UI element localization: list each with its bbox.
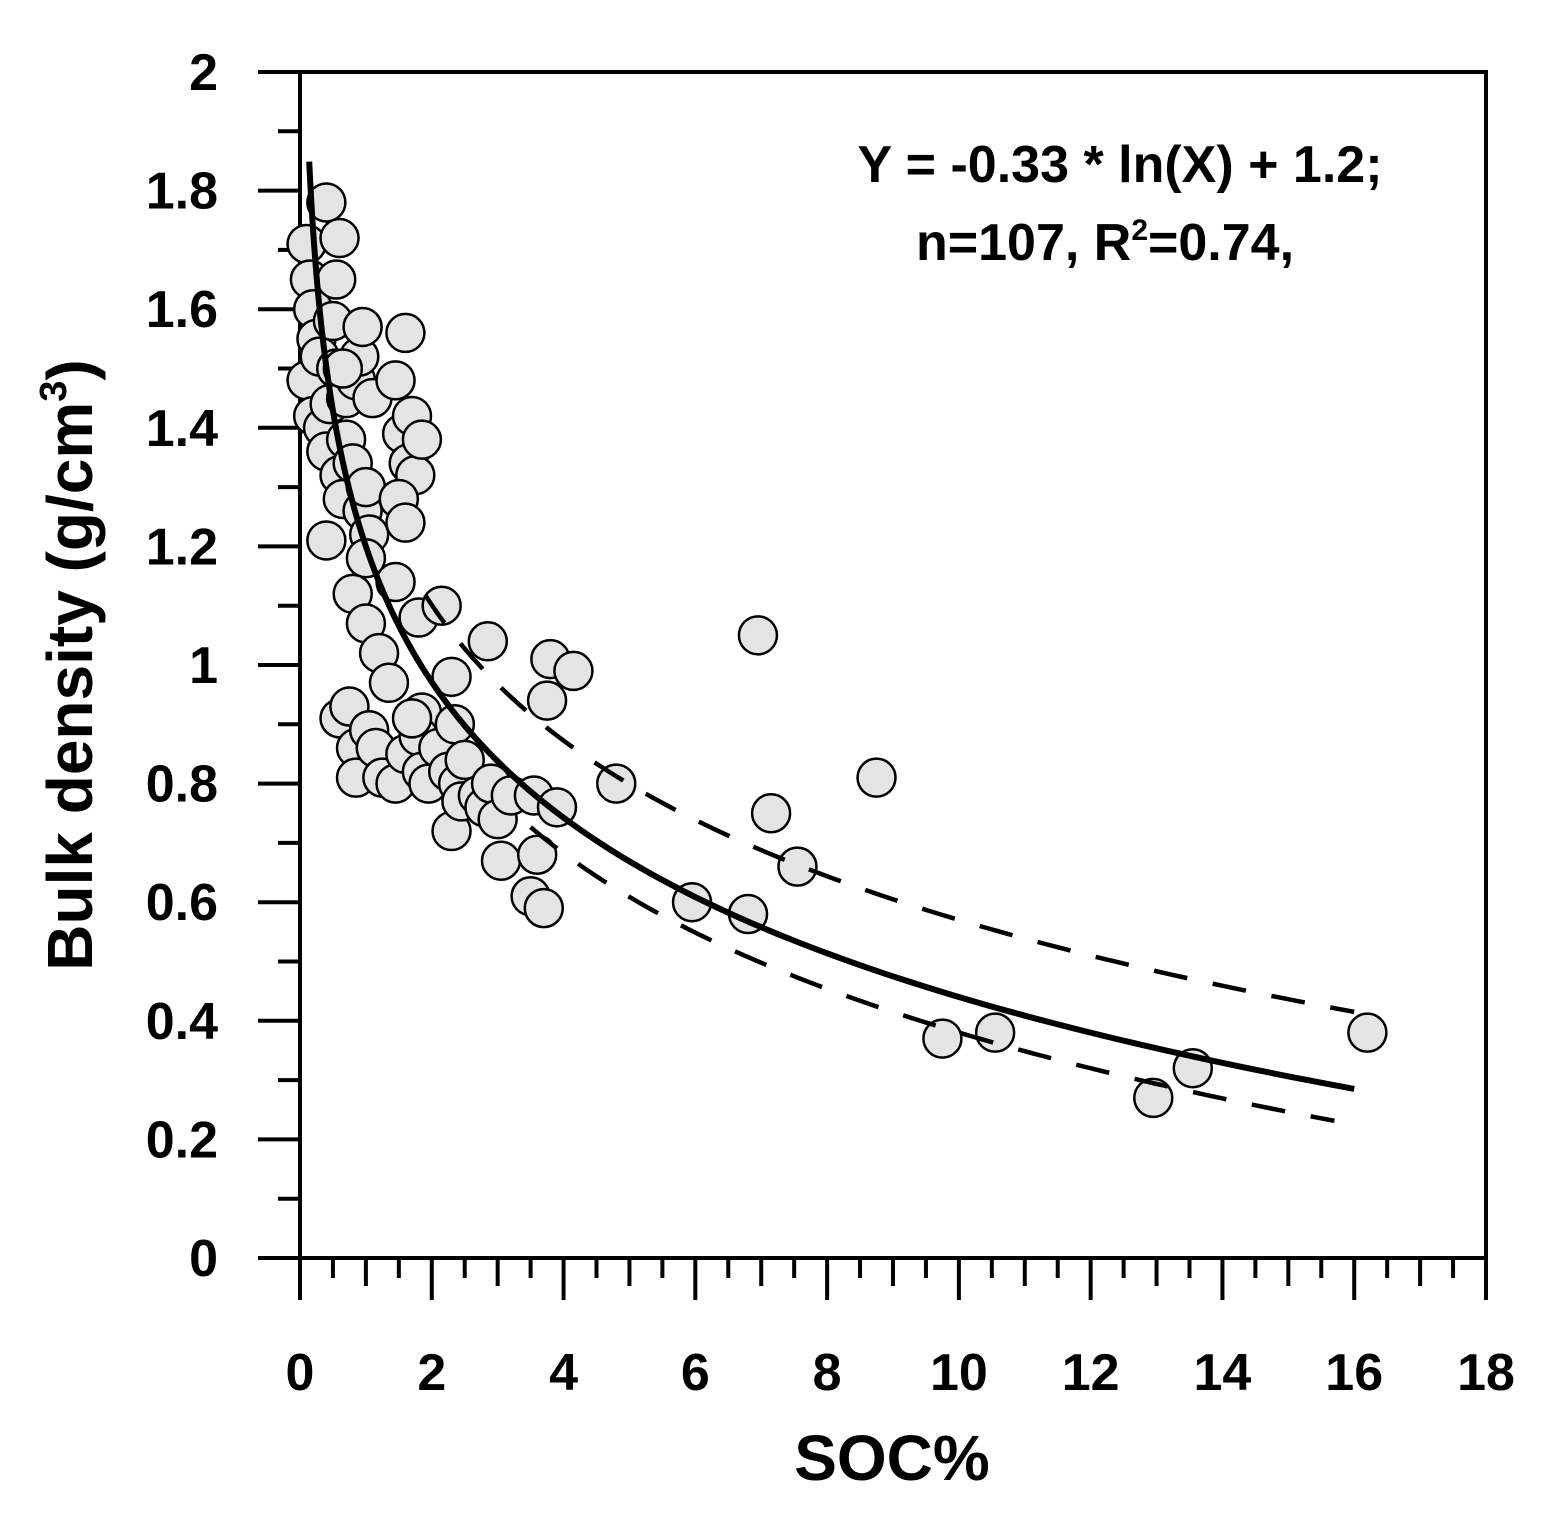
data-point <box>342 306 383 348</box>
x-tick-labels: 0 2 4 6 8 10 12 14 16 18 <box>286 1344 1515 1402</box>
y-tick-label: 1 <box>189 637 218 695</box>
x-tick-label: 14 <box>1194 1344 1252 1402</box>
x-tick-label: 4 <box>549 1344 578 1402</box>
y-tick-label: 1.4 <box>146 400 218 458</box>
data-point <box>523 887 565 929</box>
data-point <box>319 217 360 259</box>
data-point <box>750 793 792 834</box>
major-ticks <box>258 70 1488 1300</box>
data-point <box>444 739 485 781</box>
y-tick-label: 0.6 <box>146 874 218 932</box>
y-tick-labels: 0 0.2 0.4 0.6 0.8 1 1.2 1.4 1.6 1.8 2 <box>146 44 218 1288</box>
data-point <box>306 520 347 561</box>
equation-line-1: Y = -0.33 * ln(X) + 1.2; <box>857 136 1382 194</box>
x-tick-label: 16 <box>1325 1344 1383 1402</box>
y-tick-label: 0.4 <box>146 993 218 1051</box>
x-tick-label: 8 <box>813 1344 842 1402</box>
data-point <box>315 259 357 300</box>
data-point <box>306 182 347 223</box>
fit-curve <box>306 161 1355 1092</box>
y-tick-label: 1.6 <box>146 281 218 339</box>
data-point <box>526 680 568 721</box>
minor-ticks <box>278 129 1456 1286</box>
data-point <box>401 419 443 460</box>
data-point <box>1133 1077 1174 1119</box>
x-tick-label: 6 <box>681 1344 710 1402</box>
data-point <box>1347 1012 1388 1053</box>
y-tick-label: 0 <box>189 1230 218 1288</box>
data-point <box>467 621 509 662</box>
data-point <box>375 360 416 401</box>
y-axis-title-close: ) <box>34 359 106 380</box>
data-point <box>431 656 472 698</box>
y-tick-label: 1.8 <box>146 163 218 221</box>
data-point <box>385 312 426 354</box>
x-axis-title: SOC% <box>794 1422 990 1494</box>
data-point <box>553 650 594 692</box>
x-tick-label: 18 <box>1457 1344 1515 1402</box>
data-point <box>421 585 462 626</box>
data-point <box>516 834 558 876</box>
data-point <box>286 223 327 265</box>
y-axis-title-main: Bulk density (g/cm <box>34 402 106 971</box>
data-point <box>856 757 897 798</box>
data-point <box>922 1018 963 1059</box>
y-tick-label: 0.2 <box>146 1111 218 1169</box>
y-tick-label: 1.2 <box>146 518 218 576</box>
data-point <box>391 698 433 739</box>
equation-line-2-suffix: =0.74, <box>1148 214 1294 272</box>
equation-line-2: n=107, R2=0.74, <box>916 214 1294 272</box>
x-tick-label: 2 <box>417 1344 446 1402</box>
x-tick-label: 10 <box>930 1344 988 1402</box>
data-point <box>385 502 426 543</box>
y-tick-label: 0.8 <box>146 756 218 814</box>
y-axis-title: Bulk density (g/cm3) <box>33 359 106 970</box>
equation-line-2-prefix: n=107, R <box>916 214 1131 272</box>
data-point <box>480 840 522 881</box>
data-point <box>777 846 818 887</box>
data-point <box>737 615 779 656</box>
confidence-band-lower <box>529 825 1335 1124</box>
data-point <box>974 1012 1016 1053</box>
data-point <box>368 662 410 704</box>
y-tick-label: 2 <box>189 44 218 102</box>
x-tick-label: 12 <box>1062 1344 1120 1402</box>
y-axis-title-superscript: 3 <box>33 381 75 402</box>
r-squared-superscript: 2 <box>1131 214 1148 247</box>
data-points <box>286 182 1388 1119</box>
x-tick-label: 0 <box>286 1344 315 1402</box>
data-point <box>596 763 637 804</box>
confidence-band-upper <box>423 593 1355 1015</box>
